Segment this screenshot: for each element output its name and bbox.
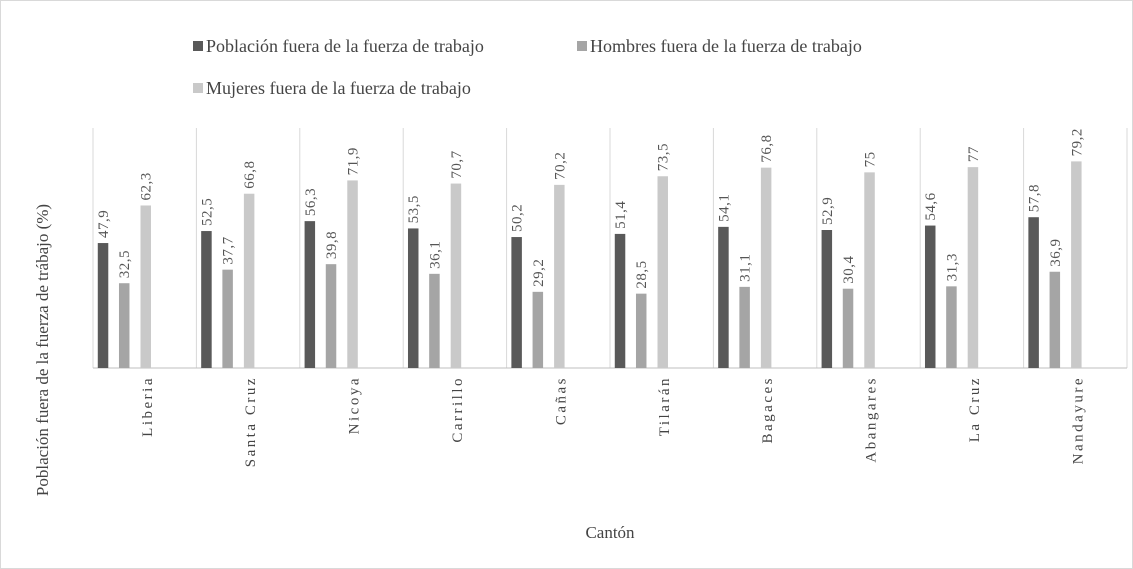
data-label: 36,9 [1048, 238, 1064, 266]
legend-label: Hombres fuera de la fuerza de trabajo [590, 36, 862, 56]
data-label: 52,5 [199, 198, 215, 226]
data-label: 51,4 [613, 201, 629, 229]
data-label: 32,5 [117, 250, 133, 278]
x-tick-label: La Cruz [967, 376, 983, 442]
data-label: 31,1 [738, 254, 754, 282]
data-label: 56,3 [303, 188, 319, 216]
legend-swatch [193, 83, 203, 93]
x-tick-label: Liberia [140, 376, 156, 437]
bar [222, 269, 233, 368]
bar [511, 237, 522, 368]
x-axis-title: Cantón [585, 523, 635, 542]
bar [201, 231, 212, 368]
bar [635, 293, 647, 368]
data-label: 36,1 [427, 241, 443, 269]
bar [1028, 217, 1039, 368]
bar [842, 288, 854, 368]
x-tick-label: Tilarán [657, 376, 673, 436]
bar [967, 167, 979, 368]
bar [304, 221, 316, 368]
data-label: 52,9 [820, 197, 836, 225]
legend-label: Población fuera de la fuerza de trabajo [206, 36, 484, 56]
x-tick-label: Nandayure [1070, 376, 1086, 464]
bar [924, 225, 936, 368]
bar [739, 286, 750, 368]
data-label: 66,8 [242, 160, 258, 188]
data-label: 79,2 [1069, 128, 1085, 156]
data-label: 73,5 [656, 143, 672, 171]
data-label: 28,5 [634, 260, 650, 288]
bar [821, 230, 833, 368]
bar [532, 291, 544, 368]
y-axis-title: Población fuera de la fuerza de trábajo … [33, 204, 52, 496]
data-label: 37,7 [221, 236, 237, 264]
data-label: 77 [966, 146, 982, 162]
data-label: 62,3 [139, 172, 155, 200]
bar [614, 233, 626, 368]
data-label: 70,2 [552, 152, 568, 180]
data-label: 39,8 [324, 231, 340, 259]
bar [864, 172, 875, 368]
bar [347, 180, 358, 368]
data-label: 47,9 [96, 210, 112, 238]
x-tick-label: Santa Cruz [243, 376, 259, 467]
legend-label: Mujeres fuera de la fuerza de trabajo [206, 78, 471, 98]
bar [1071, 161, 1082, 368]
bar [946, 286, 957, 368]
data-label: 70,7 [449, 150, 465, 178]
x-tick-label: Bagaces [760, 376, 776, 443]
bar [718, 226, 729, 368]
bar [1049, 271, 1061, 368]
x-tick-label: Nicoya [347, 376, 363, 434]
bar [760, 167, 772, 368]
legend-swatch [193, 41, 203, 51]
x-tick-label: Cañas [553, 376, 569, 425]
bar [554, 184, 565, 368]
legend-swatch [577, 41, 587, 51]
data-label: 71,9 [346, 147, 362, 175]
bar [97, 243, 109, 368]
data-label: 53,5 [406, 195, 422, 223]
data-label: 54,6 [923, 192, 939, 220]
data-label: 57,8 [1027, 184, 1043, 212]
data-label: 54,1 [716, 194, 732, 222]
data-label: 29,2 [531, 259, 547, 287]
bar [325, 264, 337, 368]
data-label: 76,8 [759, 134, 775, 162]
bar [140, 205, 151, 368]
x-tick-label: Abangares [864, 376, 880, 463]
bar [429, 273, 440, 368]
data-label: 30,4 [841, 255, 857, 283]
bar [450, 183, 462, 368]
data-label: 50,2 [510, 204, 526, 232]
bar [407, 228, 419, 368]
bar [657, 176, 668, 368]
bar [118, 283, 130, 368]
x-tick-label: Carrillo [450, 376, 466, 443]
data-label: 75 [863, 151, 879, 167]
bar [243, 193, 255, 368]
data-label: 31,3 [944, 253, 960, 281]
